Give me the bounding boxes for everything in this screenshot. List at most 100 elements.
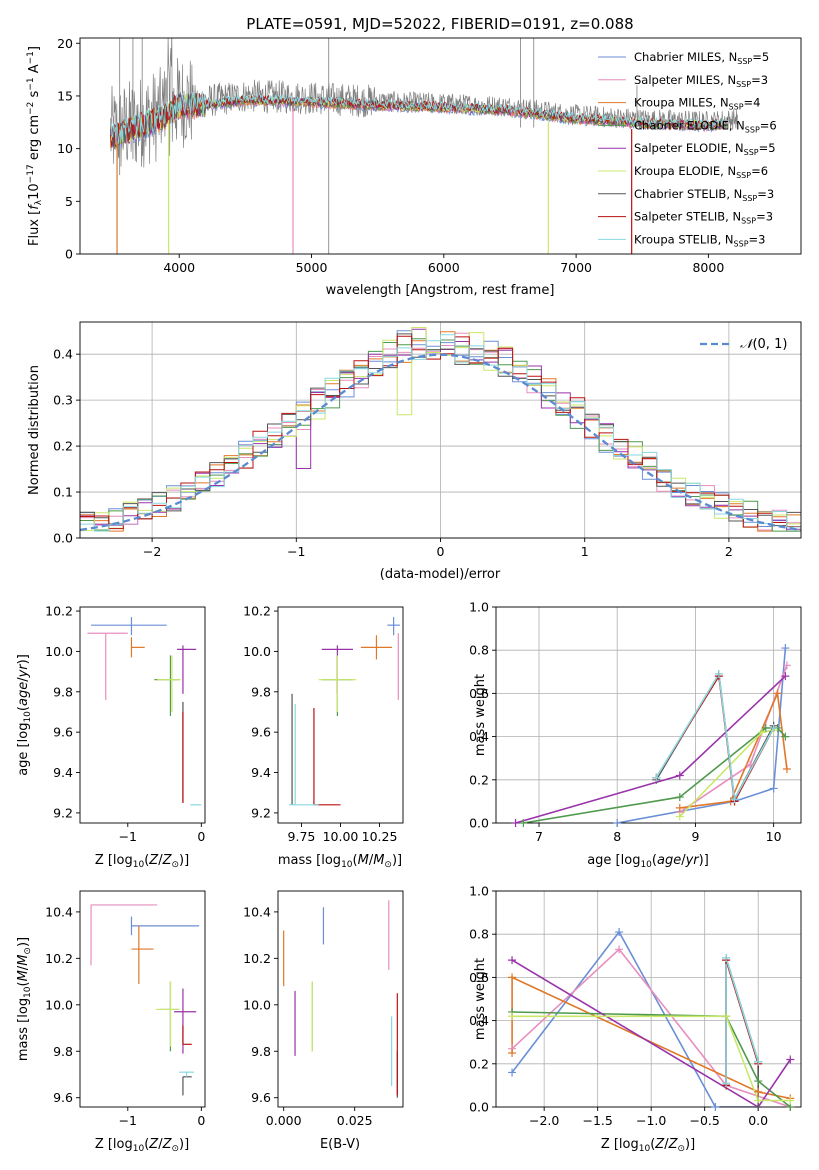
weight-marker xyxy=(781,672,790,681)
y-tick-label: 0.8 xyxy=(469,643,489,658)
axes-frame xyxy=(277,890,404,1108)
residual-histogram xyxy=(80,333,801,527)
weight-marker xyxy=(761,723,770,732)
x-tick-label: 4000 xyxy=(163,260,195,275)
y-tick-label: 0.0 xyxy=(53,531,73,546)
weight-marker xyxy=(786,1055,795,1064)
weight-marker xyxy=(675,812,684,821)
x-axis-label: Z [log10(Z/Z⊙)] xyxy=(601,1137,695,1154)
x-tick-label: 7000 xyxy=(560,260,592,275)
legend-label: 𝒩(0, 1) xyxy=(740,337,787,352)
weight-marker xyxy=(675,793,684,802)
plot-area xyxy=(80,327,801,532)
x-tick-label: 0.000 xyxy=(266,1113,302,1128)
y-tick-label: 9.8 xyxy=(251,684,271,699)
y-tick-label: 0.0 xyxy=(469,1100,489,1115)
weight-line xyxy=(655,671,775,802)
y-tick-label: 10.4 xyxy=(243,904,271,919)
axes-frame xyxy=(495,606,802,824)
weight-marker xyxy=(730,795,739,804)
legend-label: Salpeter STELIB, NSSP=3 xyxy=(634,210,773,226)
y-tick-label: 10.4 xyxy=(45,904,73,919)
residual-panel: −2 −1 0 1 2 0.0 0.1 0.2 0.3 0.4 𝒩(0, 1) (data-model… xyxy=(27,321,802,582)
mass-vs-ebv-panel: 0.000 0.025 9.6 9.8 10.0 10.2 10.4 E(B-V) xyxy=(243,890,404,1152)
y-tick-label: 0.6 xyxy=(469,686,489,701)
x-axis-label: age [log10(age/yr)] xyxy=(587,853,709,870)
y-tick-label: 9.8 xyxy=(53,684,73,699)
mass-weight-vs-metallicity-panel: −2.0 −1.5 −1.0 −0.5 0.0 0.0 0.2 0.4 0.6 0.8 1.0 Z [… xyxy=(469,884,802,1154)
legend-label: Chabrier ELODIE, NSSP=6 xyxy=(634,118,777,134)
weight-marker xyxy=(754,1057,763,1066)
y-tick-label: 1.0 xyxy=(469,600,489,615)
weight-marker xyxy=(613,819,622,827)
y-tick-label: 0.4 xyxy=(469,729,489,744)
weight-marker xyxy=(511,819,520,827)
x-tick-label: 1 xyxy=(581,544,589,559)
residual-histogram xyxy=(80,334,801,532)
x-tick-label: −2.0 xyxy=(529,1113,559,1128)
y-tick-label: 9.2 xyxy=(53,805,73,820)
legend-label: Salpeter ELODIE, NSSP=5 xyxy=(634,141,776,157)
weight-line xyxy=(511,959,791,1107)
x-tick-label: 9.75 xyxy=(288,829,316,844)
x-tick-label: −2 xyxy=(143,544,161,559)
weight-line xyxy=(512,1015,791,1102)
weight-line xyxy=(679,690,788,809)
y-tick-label: 9.6 xyxy=(251,725,271,740)
x-tick-label: −0.5 xyxy=(690,1113,720,1128)
weight-marker xyxy=(675,771,684,780)
legend-label: Kroupa STELIB, NSSP=3 xyxy=(634,232,765,248)
weight-marker xyxy=(782,661,791,670)
spectrum-panel: 4000 5000 6000 7000 8000 0 5 10 15 20 wavelength [… xyxy=(26,36,802,298)
weight-marker xyxy=(652,773,661,782)
y-axis-label: Normed distribution xyxy=(27,365,42,495)
y-tick-label: 9.6 xyxy=(251,1090,271,1105)
y-tick-label: 0.2 xyxy=(469,1056,489,1071)
x-tick-label: 10 xyxy=(766,829,782,844)
x-axis-label: (data-model)/error xyxy=(380,567,501,582)
weight-marker xyxy=(508,1012,517,1021)
weight-marker xyxy=(722,1012,731,1021)
spectrum-legend: Chabrier MILES, NSSP=5 Salpeter MILES, NS… xyxy=(598,50,777,248)
y-tick-label: 9.6 xyxy=(53,1090,73,1105)
x-tick-label: −1.0 xyxy=(636,1113,666,1128)
y-tick-label: 0.2 xyxy=(53,439,73,454)
weight-marker xyxy=(782,765,791,773)
y-tick-label: 9.8 xyxy=(53,1044,73,1059)
legend-label: Kroupa MILES, NSSP=4 xyxy=(634,96,760,112)
weight-marker xyxy=(773,689,782,698)
y-tick-label: 0.6 xyxy=(469,970,489,985)
y-axis-label: mass weight xyxy=(473,958,488,1040)
x-axis-label: Z [log10(Z/Z⊙)] xyxy=(95,1137,189,1154)
y-tick-label: 10.2 xyxy=(45,951,73,966)
plot-area xyxy=(283,900,398,1098)
plot-area xyxy=(87,617,202,806)
y-tick-label: 10.2 xyxy=(243,604,271,619)
y-axis-label: age [log10(age/yr)] xyxy=(16,654,33,776)
y-tick-label: 10.2 xyxy=(243,951,271,966)
age-vs-metallicity-panel: −1 0 9.2 9.4 9.6 9.8 10.0 10.2 Z [log10(Z/Z⊙)] ag… xyxy=(16,604,206,870)
weight-marker xyxy=(781,644,790,653)
weight-marker xyxy=(757,728,766,737)
mass-vs-metallicity-panel: −1 0 9.6 9.8 10.0 10.2 10.4 Z [log10(Z/Z⊙)] mass… xyxy=(16,890,206,1154)
y-tick-label: 5 xyxy=(65,194,73,209)
y-tick-label: 0 xyxy=(65,247,73,262)
axes-frame xyxy=(79,890,206,1108)
x-axis-label: Z [log10(Z/Z⊙)] xyxy=(95,853,189,870)
x-tick-label: 5000 xyxy=(296,260,328,275)
x-tick-label: 10.25 xyxy=(362,829,398,844)
x-tick-label: 0 xyxy=(437,544,445,559)
y-axis-label: mass weight xyxy=(473,674,488,756)
y-tick-label: 10.2 xyxy=(45,604,73,619)
x-axis-label: E(B-V) xyxy=(320,1137,360,1152)
x-tick-label: 2 xyxy=(725,544,733,559)
y-tick-label: 15 xyxy=(57,88,73,103)
x-tick-label: 10.00 xyxy=(323,829,359,844)
x-tick-label: −1 xyxy=(287,544,305,559)
x-axis-label: mass [log10(M/M⊙)] xyxy=(278,853,402,870)
weight-marker xyxy=(722,953,731,962)
axes-frame xyxy=(495,890,802,1108)
weight-marker xyxy=(754,1103,763,1111)
y-axis-label: Flux [fλ10−17 erg cm−2 s−1 A−1] xyxy=(26,46,44,246)
